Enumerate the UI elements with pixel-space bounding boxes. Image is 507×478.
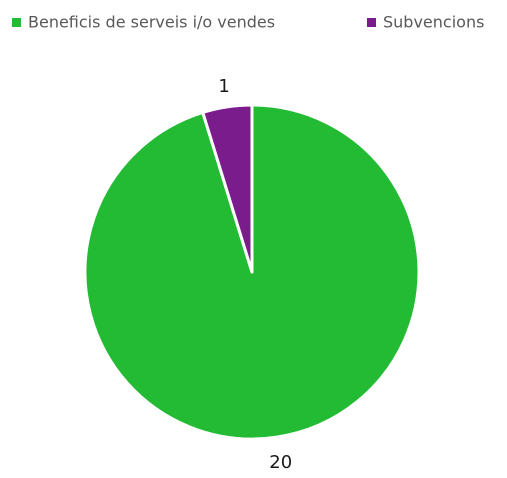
legend-swatch-2 xyxy=(367,18,376,27)
legend-label-1: Beneficis de serveis i/o vendes xyxy=(28,13,275,32)
pie-slice-2 xyxy=(201,103,254,274)
data-label-2: 1 xyxy=(218,76,229,97)
pie-data-labels: 20 1 xyxy=(218,76,292,473)
legend-swatch-1 xyxy=(12,18,21,27)
legend-label-2: Subvencions xyxy=(383,13,484,32)
data-label-1: 20 xyxy=(269,452,292,473)
pie-slices xyxy=(83,103,421,441)
chart-legend: Beneficis de serveis i/o vendes Subvencio… xyxy=(12,13,484,32)
